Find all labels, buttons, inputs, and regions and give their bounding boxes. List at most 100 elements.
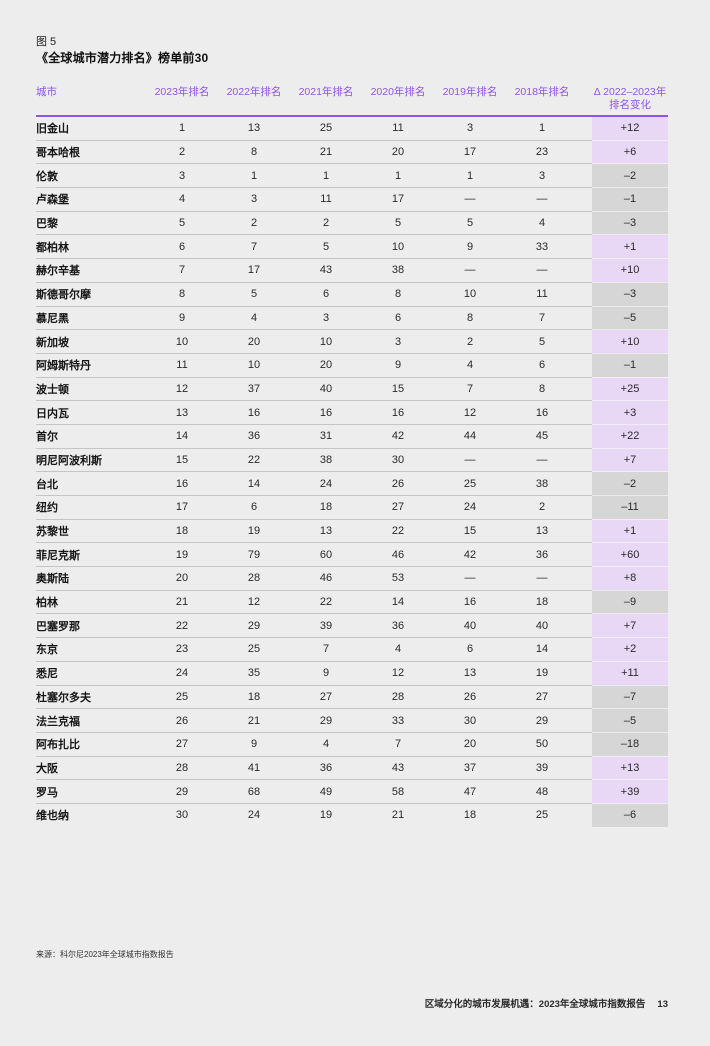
table-row: 纽约 17 6 18 27 24 2 –11 xyxy=(36,495,668,520)
delta-change-cell: +39 xyxy=(592,779,668,804)
rank-2018: 1 xyxy=(506,116,578,141)
rank-2023: 23 xyxy=(146,637,218,662)
rank-2020: 38 xyxy=(362,258,434,283)
row-gap xyxy=(578,613,592,639)
city-name: 都柏林 xyxy=(36,234,146,260)
table-row: 赫尔辛基 7 17 43 38 — — +10 xyxy=(36,258,668,283)
rank-2023: 2 xyxy=(146,140,218,165)
rank-2019: 42 xyxy=(434,542,506,568)
rank-2021: 4 xyxy=(290,732,362,757)
rank-2020: 11 xyxy=(362,116,434,141)
rank-2021: 5 xyxy=(290,234,362,260)
table-row: 柏林 21 12 22 14 16 18 –9 xyxy=(36,590,668,615)
delta-change-cell: +22 xyxy=(592,424,668,449)
rank-2019: 7 xyxy=(434,377,506,402)
rank-2018: 23 xyxy=(506,140,578,165)
rank-2022: 19 xyxy=(218,519,290,544)
rank-2023: 7 xyxy=(146,258,218,283)
city-name: 罗马 xyxy=(36,779,146,804)
col-header-rank-2020: 2020年排名 xyxy=(362,84,434,117)
table-row: 旧金山 1 13 25 11 3 1 +12 xyxy=(36,116,668,141)
rank-2020: 4 xyxy=(362,637,434,662)
rank-2022: 8 xyxy=(218,140,290,165)
rank-2019: 40 xyxy=(434,613,506,639)
rank-2023: 3 xyxy=(146,163,218,189)
rank-2020: 1 xyxy=(362,163,434,189)
rank-2023: 6 xyxy=(146,234,218,260)
rank-2021: 49 xyxy=(290,779,362,804)
rank-2020: 7 xyxy=(362,732,434,757)
rank-2023: 21 xyxy=(146,590,218,615)
rank-2023: 5 xyxy=(146,211,218,236)
rank-2018: 13 xyxy=(506,519,578,544)
col-header-rank-2019: 2019年排名 xyxy=(434,84,506,117)
rank-2023: 18 xyxy=(146,519,218,544)
rank-2022: 1 xyxy=(218,163,290,189)
rank-2021: 7 xyxy=(290,637,362,662)
city-name: 巴塞罗那 xyxy=(36,613,146,639)
rank-2018: 40 xyxy=(506,613,578,639)
rank-2023: 27 xyxy=(146,732,218,757)
rank-2020: 27 xyxy=(362,495,434,520)
rank-2022: 6 xyxy=(218,495,290,520)
delta-change-cell: +6 xyxy=(592,140,668,165)
delta-change-cell: –5 xyxy=(592,306,668,331)
city-name: 菲尼克斯 xyxy=(36,542,146,568)
rank-2018: 6 xyxy=(506,353,578,378)
rank-2019: 12 xyxy=(434,400,506,425)
rank-2019: 8 xyxy=(434,306,506,331)
rank-2018: 38 xyxy=(506,471,578,496)
delta-change-cell: +10 xyxy=(592,258,668,283)
rank-2020: 16 xyxy=(362,400,434,425)
table-row: 苏黎世 18 19 13 22 15 13 +1 xyxy=(36,519,668,544)
page-number: 13 xyxy=(657,999,668,1010)
rank-2022: 21 xyxy=(218,708,290,733)
row-gap xyxy=(578,637,592,662)
table-row: 杜塞尔多夫 25 18 27 28 26 27 –7 xyxy=(36,685,668,710)
rank-2020: 9 xyxy=(362,353,434,378)
rank-2023: 11 xyxy=(146,353,218,378)
row-gap xyxy=(578,258,592,283)
rank-2018: 33 xyxy=(506,234,578,260)
rank-2019: — xyxy=(434,448,506,473)
rank-2022: 68 xyxy=(218,779,290,804)
rank-2018: 27 xyxy=(506,685,578,710)
table-row: 悉尼 24 35 9 12 13 19 +11 xyxy=(36,661,668,686)
rank-2019: 15 xyxy=(434,519,506,544)
rank-2021: 38 xyxy=(290,448,362,473)
city-name: 哥本哈根 xyxy=(36,140,146,165)
rank-2021: 29 xyxy=(290,708,362,733)
city-name: 斯德哥尔摩 xyxy=(36,282,146,307)
rank-2021: 40 xyxy=(290,377,362,402)
delta-change-cell: +8 xyxy=(592,566,668,591)
rank-2021: 21 xyxy=(290,140,362,165)
rank-2019: 10 xyxy=(434,282,506,307)
city-name: 纽约 xyxy=(36,495,146,520)
rank-2022: 20 xyxy=(218,329,290,354)
rank-2023: 28 xyxy=(146,756,218,781)
delta-change-cell: +3 xyxy=(592,400,668,425)
rank-2022: 37 xyxy=(218,377,290,402)
rank-2021: 1 xyxy=(290,163,362,189)
table-row: 慕尼黑 9 4 3 6 8 7 –5 xyxy=(36,306,668,331)
city-name: 台北 xyxy=(36,471,146,496)
rank-2022: 41 xyxy=(218,756,290,781)
rank-2021: 19 xyxy=(319,809,333,822)
rank-2020: 3 xyxy=(362,329,434,354)
col-header-rank-2021: 2021年排名 xyxy=(290,84,362,117)
rank-2020: 6 xyxy=(362,306,434,331)
table-row: 奥斯陆 20 28 46 53 — — +8 xyxy=(36,566,668,591)
row-gap xyxy=(578,732,592,757)
rank-2019: 44 xyxy=(434,424,506,449)
rank-2020: 5 xyxy=(362,211,434,236)
delta-header-line2: 排名变化 xyxy=(609,99,651,111)
rank-2018: 8 xyxy=(506,377,578,402)
city-name: 阿布扎比 xyxy=(36,732,146,757)
delta-change-cell: –5 xyxy=(592,708,668,733)
row-gap xyxy=(578,116,592,141)
source-note: 来源：科尔尼2023年全球城市指数报告 xyxy=(36,950,174,959)
header-gap xyxy=(578,84,592,117)
rank-2018: 3 xyxy=(506,163,578,189)
row-gap xyxy=(578,400,592,425)
rank-2018: 50 xyxy=(506,732,578,757)
